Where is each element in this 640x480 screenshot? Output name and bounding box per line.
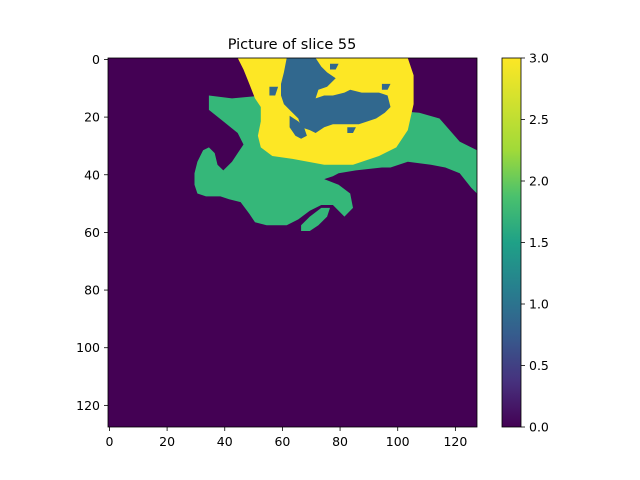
colorbar-tick-label: 3.0	[529, 51, 549, 66]
y-tick-label: 0	[92, 52, 100, 67]
y-tick-label: 80	[84, 283, 100, 298]
y-tick-label: 40	[84, 167, 100, 182]
region-value-1-4	[381, 83, 391, 90]
x-tick-label: 20	[159, 434, 175, 449]
region-value-1-5	[347, 127, 356, 133]
region-value-1-1	[289, 115, 307, 139]
region-value-1-3	[269, 86, 279, 96]
x-tick-label: 80	[332, 434, 348, 449]
colorbar-tick-label: 0.5	[529, 358, 549, 373]
colorbar-tick-label: 1.0	[529, 297, 549, 312]
x-tick-label: 60	[274, 434, 290, 449]
x-tick-label: 100	[386, 434, 410, 449]
y-tick-label: 60	[84, 225, 100, 240]
colorbar-tick-label: 2.0	[529, 174, 549, 189]
region-value-1-2	[330, 63, 339, 70]
colorbar-gradient	[501, 57, 522, 428]
x-tick-label: 120	[443, 434, 467, 449]
colorbar-ticks: 0.0 0.5 1.0 1.5 2.0 2.5 3.0	[521, 51, 549, 435]
x-tick-label: 0	[105, 434, 113, 449]
x-axis: 0 20 40 60 80 100 120	[105, 427, 467, 449]
y-tick-label: 20	[84, 110, 100, 125]
y-tick-label: 100	[76, 340, 100, 355]
chart-title: Picture of slice 55	[228, 37, 357, 53]
colorbar-tick-label: 2.5	[529, 112, 549, 127]
colorbar-tick-label: 0.0	[529, 420, 549, 435]
x-tick-label: 40	[217, 434, 233, 449]
heatmap-plot	[108, 58, 477, 427]
colorbar-tick-label: 1.5	[529, 235, 549, 250]
region-value-1-0	[281, 58, 391, 133]
y-axis: 0 20 40 60 80 100 120	[76, 52, 108, 413]
plot-frame	[107, 57, 478, 428]
y-tick-label: 120	[76, 398, 100, 413]
region-value-2-1	[301, 207, 330, 231]
colorbar: 0.0 0.5 1.0 1.5 2.0 2.5 3.0	[501, 51, 549, 435]
